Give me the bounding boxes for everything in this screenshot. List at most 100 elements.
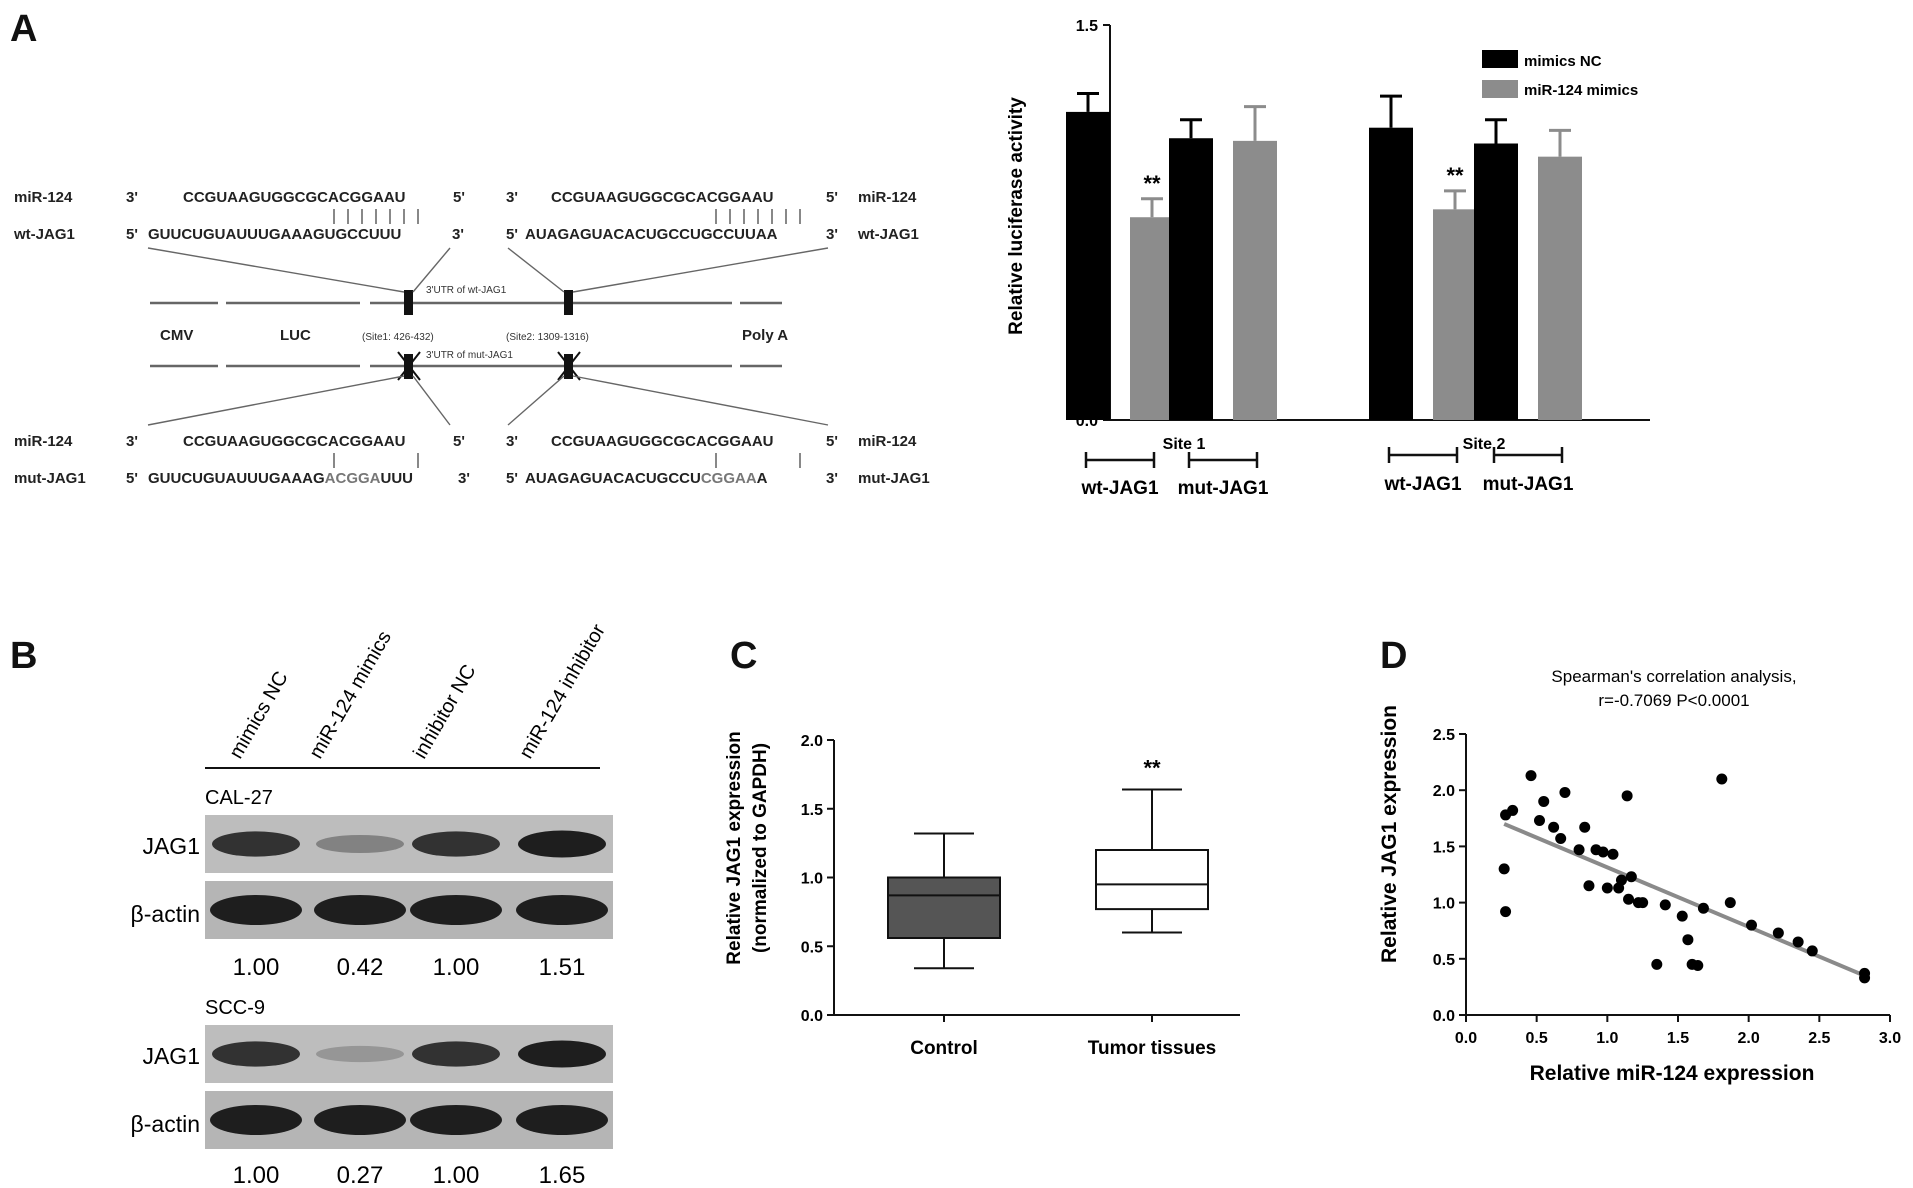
target-5-end: 5' <box>506 226 518 243</box>
data-point <box>1724 897 1736 909</box>
lane-label: miR-124 inhibitor <box>515 620 610 762</box>
data-point <box>1806 945 1818 957</box>
panel-b-label: B <box>10 635 38 677</box>
group-label: mut-JAG1 <box>1483 474 1574 495</box>
data-point <box>1772 927 1784 939</box>
loading-control-band <box>516 1105 608 1135</box>
quant-value: 1.65 <box>539 1162 586 1188</box>
data-point <box>1607 848 1619 860</box>
x-tick-label: 1.5 <box>1667 1030 1689 1047</box>
box <box>887 876 1001 939</box>
data-point <box>1538 795 1550 807</box>
panel-a-label: A <box>10 8 38 50</box>
panel-c-label: C <box>730 635 758 677</box>
data-point <box>1625 871 1637 883</box>
lane-label: mimics NC <box>225 668 292 763</box>
x-axis-label: Relative miR-124 expression <box>1530 1062 1815 1085</box>
bar <box>1433 209 1477 420</box>
bar <box>1169 138 1213 420</box>
bar <box>1474 143 1518 420</box>
x-tick-label: 0.5 <box>1526 1030 1548 1047</box>
data-point <box>1615 874 1627 886</box>
quant-value: 1.00 <box>433 954 480 981</box>
target-sequence: AUAGAGUACACUGCCUGCCUUAA <box>525 226 778 243</box>
quant-value: 0.42 <box>337 954 384 981</box>
x-tick-label: 2.0 <box>1738 1030 1760 1047</box>
legend-label: miR-124 mimics <box>1524 82 1638 99</box>
mir-name-label: miR-124 <box>858 189 917 206</box>
box <box>1095 849 1209 911</box>
quant-value: 1.00 <box>433 1162 480 1188</box>
loading-control-band <box>210 1105 302 1135</box>
protein-band <box>316 1045 404 1063</box>
data-point <box>1676 910 1688 922</box>
target-3-end: 3' <box>826 470 838 487</box>
protein-band <box>518 830 606 858</box>
lane-label: miR-124 mimics <box>305 627 396 762</box>
data-point <box>1697 902 1709 914</box>
group-label: mut-JAG1 <box>1178 478 1269 499</box>
target-5-end: 5' <box>506 470 518 487</box>
mir-5-end: 5' <box>826 189 838 206</box>
protein-band <box>212 1041 300 1067</box>
data-point <box>1507 804 1519 816</box>
mir-name-label: miR-124 <box>858 433 917 450</box>
bar <box>1233 140 1277 420</box>
data-point <box>1623 893 1635 905</box>
data-point <box>1692 960 1704 972</box>
loading-control-band <box>410 895 502 925</box>
data-point <box>1859 972 1871 984</box>
data-point <box>1525 770 1537 782</box>
cmv-label: CMV <box>160 327 193 344</box>
site-label: Site 2 <box>1463 436 1506 453</box>
mutant-target-sequence: AUAGAGUACACUGCCUCGGAAA <box>525 470 768 487</box>
loading-control-band <box>314 895 406 925</box>
data-point <box>1579 821 1591 833</box>
legend-swatch <box>1482 50 1518 68</box>
target-3-end: 3' <box>452 226 464 243</box>
mir-3-end: 3' <box>126 433 138 450</box>
target-sequence: GUUCUGUAUUUGAAAGUGCCUUU <box>148 226 401 243</box>
western-blot: mimics NC miR-124 mimics inhibitor NC mi… <box>131 620 613 1188</box>
mir-3-end: 3' <box>506 433 518 450</box>
category-label: Tumor tissues <box>1088 1038 1216 1059</box>
y-tick-label: 0.5 <box>801 939 823 956</box>
loading-control-band <box>410 1105 502 1135</box>
quant-value: 1.00 <box>233 954 280 981</box>
data-point <box>1500 906 1512 918</box>
control-label: β-actin <box>131 901 200 927</box>
y-tick-label: 1.5 <box>801 802 823 819</box>
group-label: wt-JAG1 <box>1080 478 1159 499</box>
legend-swatch <box>1482 80 1518 98</box>
y-tick-label: 0.5 <box>1433 952 1455 969</box>
x-tick-label: 3.0 <box>1879 1030 1901 1047</box>
protein-band <box>412 831 500 857</box>
significance-mark: ** <box>1143 756 1161 781</box>
protein-label: JAG1 <box>142 833 200 859</box>
mir-5-end: 5' <box>826 433 838 450</box>
target-5-end: 5' <box>126 470 138 487</box>
y-tick-label: 2.0 <box>1433 783 1455 800</box>
y-tick-label: 1.5 <box>1433 839 1455 856</box>
y-tick-label: 1.5 <box>1076 18 1098 35</box>
bar <box>1369 127 1413 420</box>
wt-utr-label: 3'UTR of wt-JAG1 <box>426 285 507 296</box>
y-tick-label: 1.0 <box>801 871 823 888</box>
x-tick-label: 0.0 <box>1455 1030 1477 1047</box>
data-point <box>1651 958 1663 970</box>
quant-value: 1.00 <box>233 1162 280 1188</box>
regression-line <box>1503 822 1866 978</box>
y-tick-label: 1.0 <box>1433 896 1455 913</box>
mir-3-end: 3' <box>506 189 518 206</box>
data-point <box>1682 934 1694 946</box>
data-point <box>1659 899 1671 911</box>
data-point <box>1637 897 1649 909</box>
bar <box>1538 156 1582 420</box>
construct-diagram: miR-124 3' CCGUAAGUGGCGCACGGAAU 5' wt-JA… <box>13 189 930 487</box>
mir-sequence: CCGUAAGUGGCGCACGGAAU <box>551 189 774 206</box>
target-name-label: mut-JAG1 <box>14 470 86 487</box>
target-name-label: mut-JAG1 <box>858 470 930 487</box>
group-label: wt-JAG1 <box>1383 474 1462 495</box>
control-label: β-actin <box>131 1111 200 1137</box>
data-point <box>1555 833 1567 845</box>
